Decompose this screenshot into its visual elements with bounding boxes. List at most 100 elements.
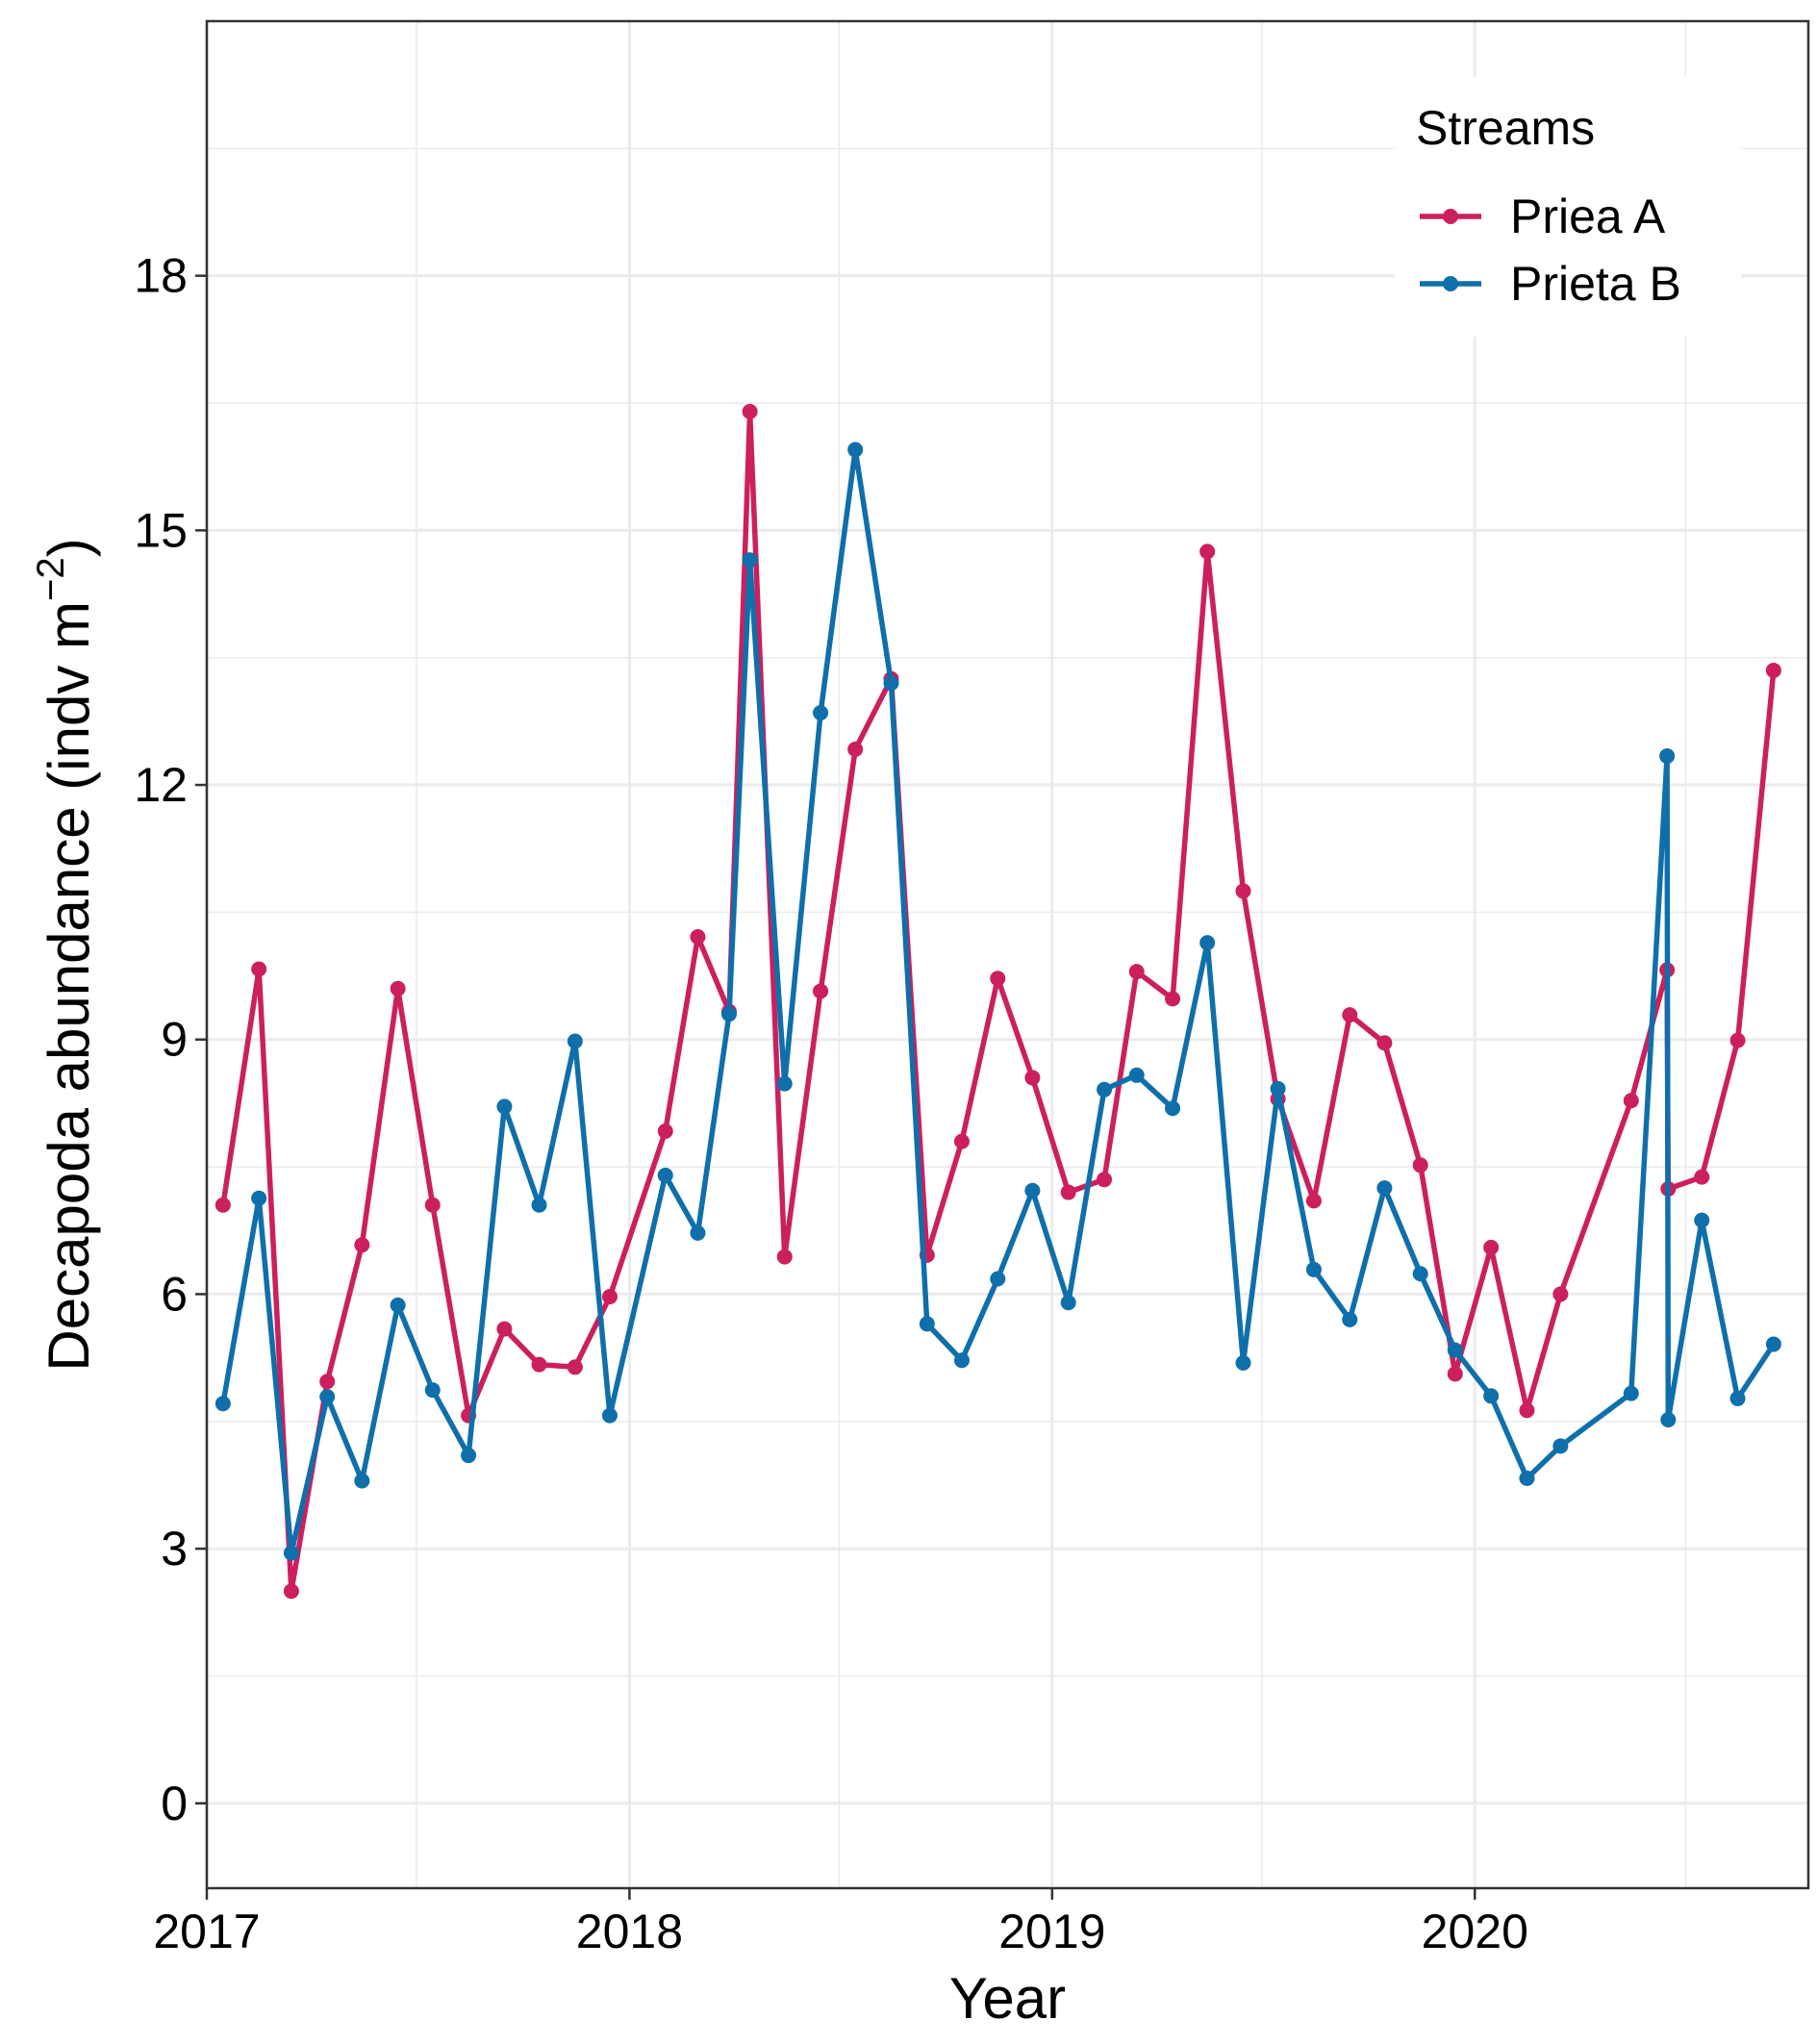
data-point <box>1552 1438 1569 1454</box>
data-point <box>1765 1336 1781 1352</box>
legend: Streams Priea A Prieta B <box>1395 77 1741 337</box>
data-point <box>1660 1411 1677 1427</box>
data-point <box>1305 1193 1322 1209</box>
data-point <box>990 1271 1006 1287</box>
y-tick-label: 6 <box>161 1267 188 1321</box>
data-point <box>283 1583 299 1600</box>
legend-label: Prieta B <box>1510 257 1681 311</box>
data-point <box>1235 1354 1251 1371</box>
legend-items: Priea A Prieta B <box>1420 189 1681 311</box>
data-point <box>690 928 706 945</box>
data-point <box>813 705 829 721</box>
y-tick-label: 18 <box>134 249 188 303</box>
y-axis-title: Decapoda abundance (indv m−2) <box>30 538 101 1371</box>
y-tick-label: 3 <box>161 1522 188 1576</box>
panel-border <box>205 19 1810 1890</box>
data-point <box>1097 1172 1113 1188</box>
data-point <box>1128 964 1145 980</box>
data-point <box>742 552 758 568</box>
data-point <box>1305 1261 1322 1277</box>
data-point <box>1519 1402 1535 1419</box>
y-tick-label: 0 <box>161 1777 188 1830</box>
data-point <box>1694 1169 1710 1185</box>
y-tick-label: 12 <box>134 758 188 812</box>
data-point <box>847 741 864 757</box>
data-point <box>742 403 758 419</box>
data-point <box>1376 1180 1393 1197</box>
data-point <box>1270 1080 1286 1097</box>
x-tick-label: 2020 <box>1422 1905 1528 1958</box>
legend-label: Priea A <box>1510 189 1666 243</box>
data-point <box>390 980 406 997</box>
x-tick-label: 2018 <box>576 1905 683 1958</box>
data-point <box>354 1237 370 1253</box>
x-tick-label: 2017 <box>153 1905 260 1958</box>
data-point <box>1552 1286 1569 1302</box>
data-point <box>1447 1342 1463 1358</box>
data-point <box>1342 1007 1358 1023</box>
data-point <box>1097 1081 1113 1098</box>
data-point <box>1024 1182 1041 1199</box>
data-point <box>1342 1311 1358 1327</box>
data-point <box>319 1374 336 1390</box>
data-point <box>1483 1239 1500 1255</box>
y-axis-title-main: Decapoda abundance (indv m <box>37 601 101 1372</box>
data-point <box>657 1123 673 1140</box>
data-point <box>496 1098 513 1115</box>
data-point <box>1412 1266 1428 1282</box>
data-point <box>883 675 899 692</box>
legend-background <box>1395 77 1741 337</box>
data-point <box>424 1382 441 1399</box>
data-point <box>1235 883 1251 899</box>
y-tick-label: 9 <box>161 1013 188 1067</box>
data-point <box>1024 1070 1041 1086</box>
data-point <box>496 1321 513 1337</box>
data-point <box>1128 1067 1145 1083</box>
data-point <box>1199 543 1216 560</box>
y-axis-title-close: ) <box>37 538 101 557</box>
data-point <box>1447 1366 1463 1382</box>
data-point <box>567 1033 583 1049</box>
data-point <box>1060 1295 1076 1311</box>
data-point <box>215 1396 231 1412</box>
data-point <box>1729 1032 1746 1048</box>
data-point <box>1623 1093 1639 1109</box>
data-point <box>953 1133 970 1149</box>
data-point <box>813 983 829 999</box>
data-point <box>953 1352 970 1369</box>
axis-ticks <box>195 274 1476 1900</box>
data-point <box>424 1197 441 1213</box>
series-layer <box>215 403 1781 1600</box>
data-point <box>919 1316 935 1332</box>
data-point <box>1412 1157 1428 1173</box>
data-point <box>461 1448 477 1464</box>
x-tick-label: 2019 <box>998 1905 1105 1958</box>
legend-key-point <box>1443 209 1458 224</box>
data-point <box>601 1407 618 1424</box>
data-point <box>1623 1385 1639 1401</box>
data-point <box>390 1297 406 1313</box>
data-point <box>776 1249 793 1265</box>
data-point <box>567 1359 583 1375</box>
x-tick-labels: 2017 2018 2019 2020 <box>153 1905 1528 1958</box>
data-point <box>531 1197 547 1213</box>
y-tick-label: 15 <box>134 503 188 557</box>
data-point <box>1199 935 1216 951</box>
data-point <box>720 1006 737 1022</box>
data-point <box>1659 748 1676 765</box>
data-point <box>319 1389 336 1405</box>
data-point <box>354 1473 370 1489</box>
data-point <box>1060 1184 1076 1200</box>
legend-key-point <box>1443 276 1458 291</box>
data-point <box>601 1289 618 1305</box>
data-point <box>1765 662 1781 678</box>
data-point <box>690 1224 706 1241</box>
data-point <box>1376 1035 1393 1051</box>
data-point <box>847 442 864 458</box>
data-point <box>1165 1100 1181 1117</box>
data-point <box>657 1167 673 1183</box>
data-point <box>283 1545 299 1561</box>
data-point <box>251 961 267 977</box>
y-tick-labels: 0 3 6 9 12 15 18 <box>134 249 188 1830</box>
